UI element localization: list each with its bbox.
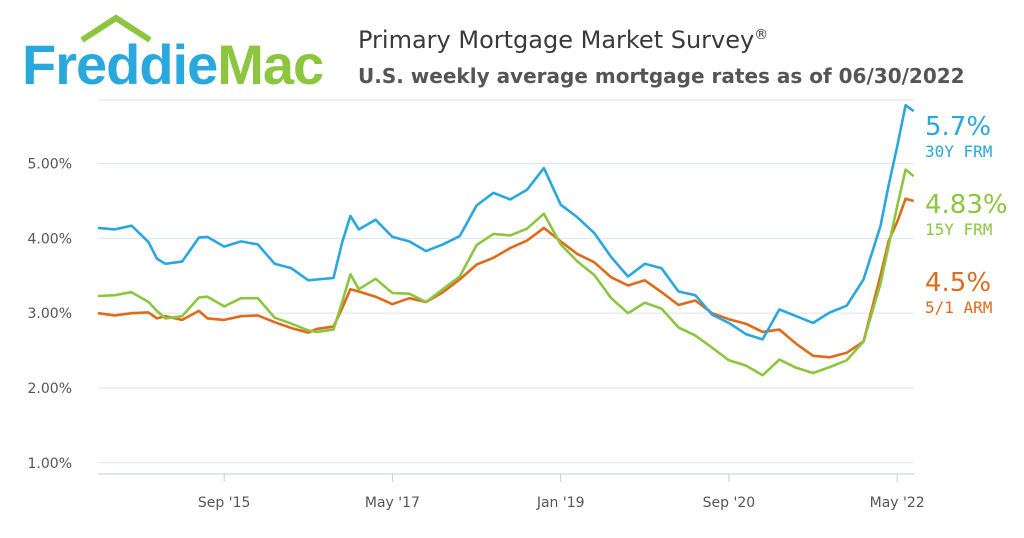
end-label-value: 4.83% (925, 190, 1008, 220)
chart-title: Primary Mortgage Market Survey® (358, 26, 769, 54)
series-line-15y-frm (97, 168, 915, 377)
end-label-arm: 4.5% 5/1 ARM (925, 268, 992, 317)
y-tick-label: 3.00% (28, 306, 72, 322)
end-label-name: 30Y FRM (925, 142, 993, 161)
x-tick-label: May '17 (365, 495, 420, 511)
x-tick-label: Sep '20 (703, 495, 756, 511)
end-label-value: 4.5% (925, 268, 992, 298)
x-axis-ticks: Sep '15 May '17 Jan '19 Sep '20 May '22 (198, 474, 925, 511)
x-tick-label: May '22 (870, 495, 925, 511)
end-label-30y: 5.7% 30Y FRM (925, 112, 992, 161)
x-tick-label: Sep '15 (198, 495, 251, 511)
chart-subtitle: U.S. weekly average mortgage rates as of… (358, 64, 965, 88)
y-tick-label: 5.00% (28, 157, 72, 173)
freddie-mac-logo: FreddieMac (22, 14, 324, 94)
y-tick-label: 2.00% (28, 381, 72, 397)
house-roof-icon (80, 14, 152, 43)
end-label-name: 5/1 ARM (925, 298, 993, 317)
y-axis-ticks: 1.00% 2.00% 3.00% 4.00% 5.00% (28, 157, 72, 472)
series-lines (97, 103, 915, 377)
grid-lines (98, 99, 914, 475)
end-label-value: 5.7% (925, 112, 992, 142)
end-label-name: 15Y FRM (925, 220, 993, 239)
series-line-30y-frm (97, 103, 915, 341)
logo-wordmark: FreddieMac (22, 33, 323, 94)
y-tick-label: 4.00% (28, 231, 72, 247)
end-label-15y: 4.83% 15Y FRM (925, 190, 1008, 239)
x-tick-label: Jan '19 (536, 495, 585, 511)
y-tick-label: 1.00% (28, 456, 72, 472)
registered-mark: ® (754, 27, 769, 43)
series-line-5-1-arm (97, 197, 915, 359)
